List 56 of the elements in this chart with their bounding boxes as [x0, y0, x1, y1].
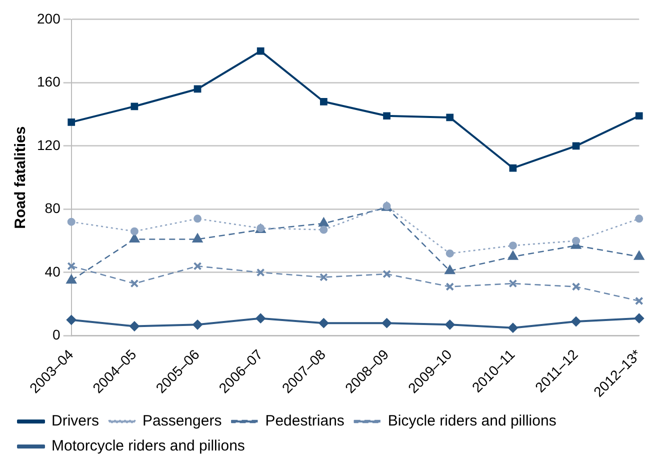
- point: [634, 296, 644, 306]
- point: [572, 142, 580, 150]
- y-axis-title: Road fatalities: [12, 126, 30, 229]
- point: [446, 114, 454, 122]
- y-tick-label: 200: [37, 10, 61, 26]
- point: [635, 214, 644, 223]
- point: [318, 217, 329, 227]
- legend-label: Passengers: [142, 412, 222, 430]
- point: [320, 273, 328, 282]
- point: [509, 164, 517, 172]
- point: [446, 249, 454, 258]
- point: [130, 227, 138, 236]
- point: [572, 282, 580, 291]
- legend-label: Bicycle riders and pillions: [388, 412, 556, 430]
- point: [68, 118, 76, 126]
- point: [635, 112, 643, 120]
- point: [572, 236, 580, 245]
- point: [256, 313, 266, 324]
- point: [382, 270, 391, 278]
- point: [508, 279, 518, 288]
- y-tick-label: 120: [37, 136, 61, 153]
- point: [256, 47, 264, 55]
- legend-label: Drivers: [52, 412, 99, 430]
- point: [193, 262, 202, 270]
- point: [446, 282, 454, 291]
- y-tick-label: 40: [44, 263, 61, 280]
- point: [382, 318, 392, 328]
- point: [130, 279, 139, 288]
- point: [508, 242, 517, 250]
- point: [130, 102, 138, 110]
- legend-label: Pedestrians: [265, 412, 344, 430]
- y-tick-label: 80: [44, 200, 61, 216]
- point: [194, 85, 202, 93]
- point: [634, 313, 644, 324]
- y-tick-label: 0: [52, 326, 61, 343]
- point: [320, 226, 328, 234]
- point: [194, 214, 202, 223]
- point: [444, 320, 455, 330]
- point: [634, 250, 644, 260]
- y-tick-label: 160: [37, 74, 61, 90]
- point: [571, 316, 582, 326]
- point: [66, 314, 76, 325]
- point: [192, 233, 203, 242]
- point: [192, 320, 203, 330]
- point: [508, 250, 518, 260]
- point: [383, 112, 390, 120]
- point: [508, 322, 518, 333]
- point: [67, 218, 76, 226]
- point: [318, 318, 329, 328]
- point: [320, 98, 328, 106]
- point: [129, 321, 140, 332]
- point: [66, 274, 77, 284]
- point: [256, 268, 265, 277]
- point: [67, 262, 76, 270]
- legend-label: Motorcycle riders and pillions: [52, 438, 245, 455]
- point: [444, 264, 456, 274]
